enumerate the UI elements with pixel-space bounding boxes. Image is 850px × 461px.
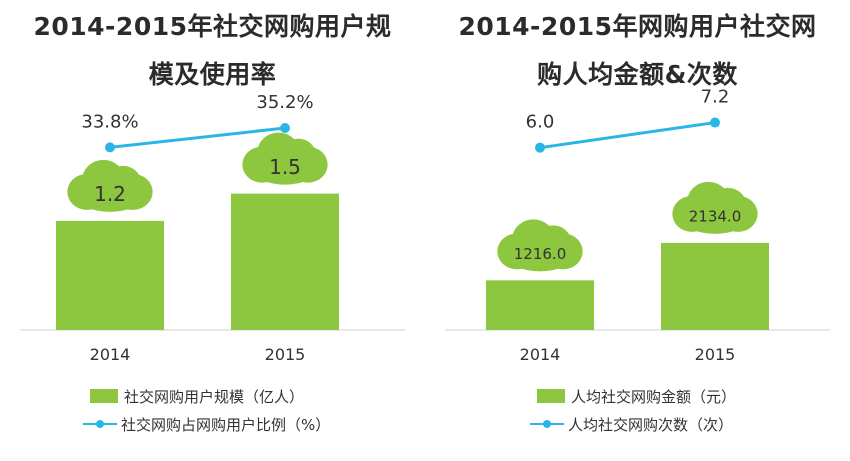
chart-plot-left: 1.2 2014 1.5 2015 33.8% 35.2% [20,92,405,364]
cloud-bubble [242,132,328,185]
cloud-bubble-part [680,197,750,234]
chart-title-line1: 2014-2015年网购用户社交网 [458,12,817,41]
bar-value-label: 2134.0 [689,207,742,225]
line-value-label: 33.8% [81,111,138,132]
bar [56,220,164,330]
bar [486,280,594,330]
chart-title-line1: 2014-2015年社交网购用户规 [33,12,392,41]
legend-line-label: 人均社交网购次数（次） [568,415,734,434]
series-line [539,121,716,150]
line-point [280,123,290,133]
cloud-bubble-part [75,175,145,212]
bar-value-label: 1216.0 [514,245,567,263]
chart-panel-left: 2014-2015年社交网购用户规 模及使用率 1.2 2014 1.5 2015 33… [20,12,405,435]
line-value-label: 35.2% [256,92,313,113]
x-tick-label: 2015 [265,345,306,364]
legend-line-label: 社交网购占网购用户比例（%） [121,415,331,434]
line-point [105,142,115,153]
cloud-bubble [67,159,153,212]
chart-plot-right: 1216.0 2014 2134.0 2015 6.0 7.2 [445,87,830,364]
x-tick-label: 2015 [695,345,736,364]
cloud-bubble-part [505,235,575,272]
line-value-label: 7.2 [701,87,730,108]
bar-value-label: 1.2 [94,182,126,206]
legend-item-line: 人均社交网购次数（次） [530,413,733,435]
bar-value-label: 1.5 [269,155,301,179]
series-line [109,126,286,149]
chart-panel-right: 2014-2015年网购用户社交网 购人均金额&次数 1216.0 2014 213… [425,0,850,461]
bar [231,193,339,330]
x-tick-label: 2014 [520,345,561,364]
cloud-bubble [497,219,583,272]
legend-item-line: 社交网购占网购用户比例（%） [83,413,330,435]
legend-bar-swatch [537,389,565,403]
legend-line-swatch [83,417,117,431]
x-tick-label: 2014 [90,345,131,364]
line-value-label: 6.0 [526,112,555,133]
legend-line-swatch [530,417,564,431]
legend-bar-label: 社交网购用户规模（亿人） [124,387,305,406]
cloud-bubble-part [250,148,320,185]
legend-item-bar: 人均社交网购金额（元） [537,385,736,407]
legend-item-bar: 社交网购用户规模（亿人） [90,385,304,407]
bar [661,242,769,330]
line-point [710,117,720,128]
legend-bar-swatch [90,389,118,403]
line-point [535,142,545,153]
chart-title-line2: 购人均金额&次数 [537,60,738,89]
legend-bar-label: 人均社交网购金额（元） [571,387,737,406]
cloud-bubble [672,181,758,234]
chart-title-line2: 模及使用率 [148,60,277,89]
